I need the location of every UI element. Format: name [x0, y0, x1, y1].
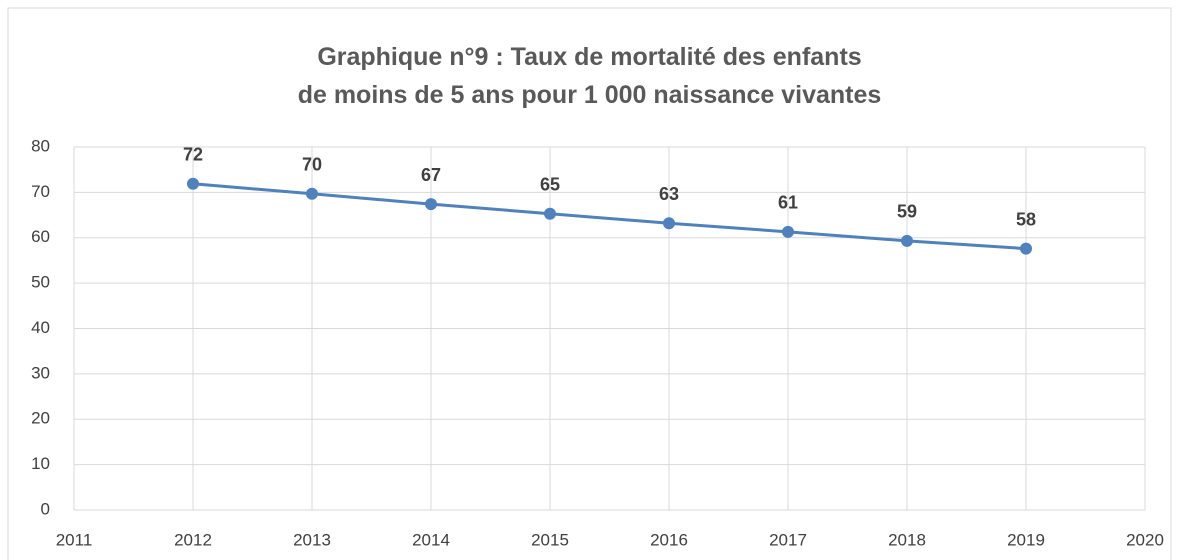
data-label: 58	[1016, 209, 1036, 229]
x-tick-label: 2018	[888, 530, 926, 549]
x-tick-label: 2016	[650, 530, 688, 549]
x-tick-label: 2015	[531, 530, 569, 549]
data-point	[425, 198, 437, 211]
chart-border	[7, 7, 1172, 560]
y-tick-label: 80	[31, 136, 50, 155]
x-tick-label: 2011	[56, 530, 93, 549]
x-tick-label: 2020	[1126, 530, 1164, 549]
data-point	[544, 207, 556, 220]
data-label: 63	[659, 184, 679, 204]
data-label: 67	[421, 165, 441, 185]
data-label: 65	[540, 174, 560, 194]
x-tick-label: 2014	[412, 530, 450, 549]
y-tick-label: 60	[31, 227, 50, 246]
y-tick-label: 0	[41, 499, 50, 518]
data-line	[192, 182, 1027, 251]
y-tick-label: 70	[31, 182, 50, 201]
y-tick-label: 20	[31, 409, 50, 428]
y-tick-label: 40	[31, 318, 50, 337]
data-point	[663, 217, 675, 230]
data-point	[1020, 242, 1032, 255]
x-tick-label: 2017	[769, 530, 807, 549]
data-label: 72	[183, 145, 203, 165]
data-point	[901, 234, 913, 247]
y-tick-label: 10	[31, 454, 50, 473]
x-tick-label: 2019	[1007, 530, 1045, 549]
data-point	[187, 177, 199, 190]
data-point	[306, 187, 318, 200]
data-label: 59	[897, 202, 917, 222]
data-point	[782, 225, 794, 238]
x-tick-label: 2012	[174, 530, 212, 549]
data-label: 61	[778, 193, 798, 213]
x-tick-label: 2013	[293, 530, 331, 549]
y-tick-label: 50	[31, 273, 50, 292]
chart-title: Graphique n°9 : Taux de mortalité des en…	[297, 43, 882, 109]
y-tick-label: 30	[31, 363, 50, 382]
data-label: 70	[302, 154, 322, 174]
